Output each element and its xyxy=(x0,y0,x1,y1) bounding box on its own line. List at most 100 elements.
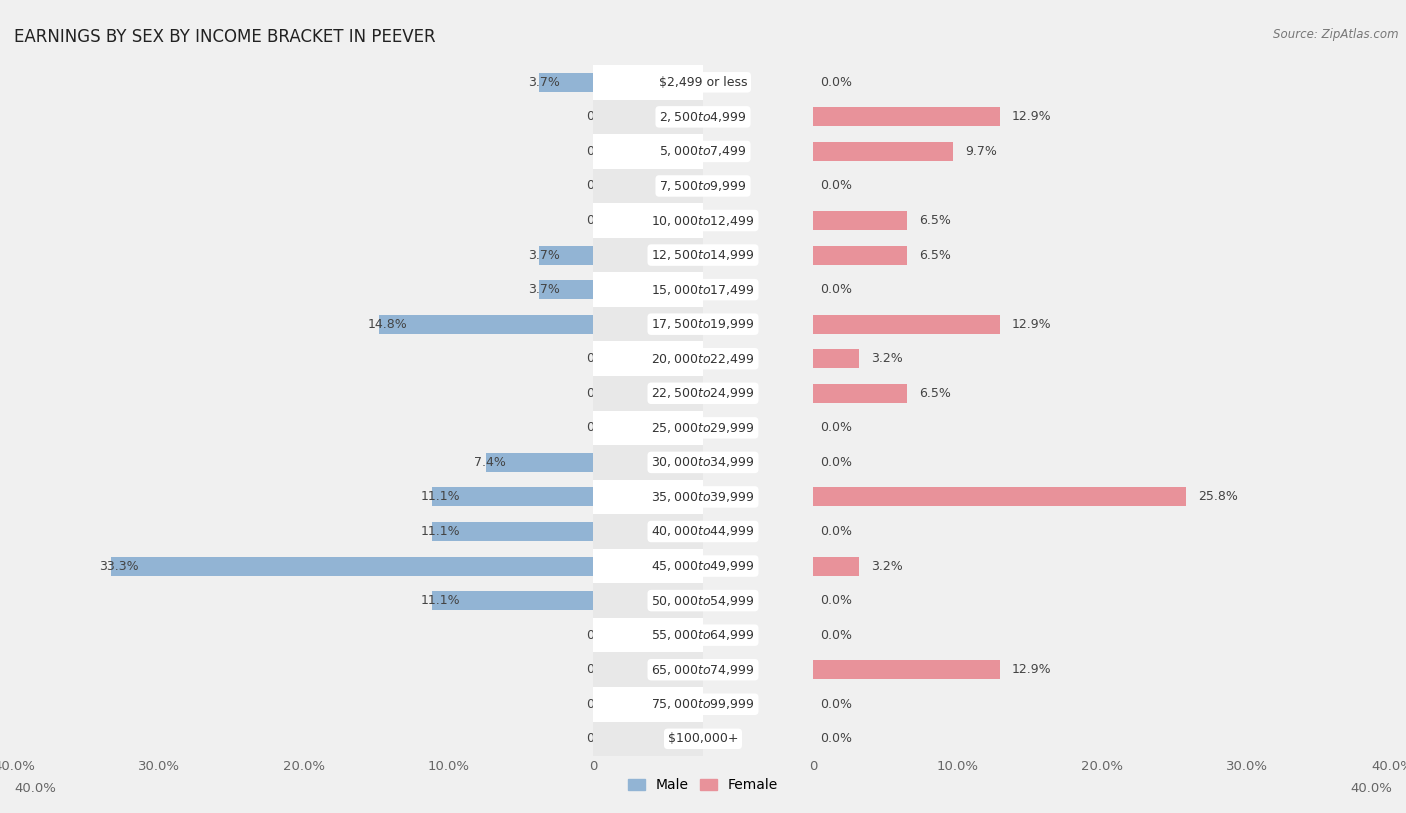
Text: 0.0%: 0.0% xyxy=(586,214,617,227)
Text: 9.7%: 9.7% xyxy=(965,145,997,158)
Text: 11.1%: 11.1% xyxy=(420,525,460,538)
Text: $20,000 to $22,499: $20,000 to $22,499 xyxy=(651,352,755,366)
Text: 33.3%: 33.3% xyxy=(100,559,139,572)
Text: 0.0%: 0.0% xyxy=(586,352,617,365)
Text: 0.0%: 0.0% xyxy=(586,663,617,676)
Text: 7.4%: 7.4% xyxy=(474,456,506,469)
Bar xyxy=(0,722,813,756)
Text: 6.5%: 6.5% xyxy=(918,249,950,262)
Bar xyxy=(593,687,1406,722)
Bar xyxy=(0,272,813,307)
Bar xyxy=(0,722,703,756)
Text: $22,500 to $24,999: $22,500 to $24,999 xyxy=(651,386,755,400)
Bar xyxy=(593,237,1406,272)
Bar xyxy=(813,246,907,264)
Text: $5,000 to $7,499: $5,000 to $7,499 xyxy=(659,145,747,159)
Text: 12.9%: 12.9% xyxy=(1011,111,1050,124)
Bar xyxy=(0,307,813,341)
Text: 0.0%: 0.0% xyxy=(820,628,852,641)
Text: 0.0%: 0.0% xyxy=(820,733,852,746)
Bar xyxy=(0,203,703,237)
Bar xyxy=(593,168,1406,203)
Text: 3.7%: 3.7% xyxy=(527,76,560,89)
Bar xyxy=(378,315,593,333)
Text: 0.0%: 0.0% xyxy=(820,456,852,469)
Legend: Male, Female: Male, Female xyxy=(623,773,783,798)
Bar xyxy=(0,411,813,445)
Text: $2,500 to $4,999: $2,500 to $4,999 xyxy=(659,110,747,124)
Text: $55,000 to $64,999: $55,000 to $64,999 xyxy=(651,628,755,642)
Bar xyxy=(0,514,813,549)
Text: 0.0%: 0.0% xyxy=(820,180,852,193)
Bar xyxy=(0,376,703,411)
Text: $100,000+: $100,000+ xyxy=(668,733,738,746)
Text: 11.1%: 11.1% xyxy=(420,594,460,607)
Bar xyxy=(0,480,703,514)
Bar xyxy=(0,549,703,583)
Bar xyxy=(813,350,859,368)
Bar xyxy=(813,488,1187,506)
Bar xyxy=(0,237,703,272)
Bar xyxy=(593,307,1406,341)
Bar xyxy=(593,514,1406,549)
Bar xyxy=(813,384,907,402)
Bar xyxy=(0,549,813,583)
Bar xyxy=(0,203,813,237)
Text: 25.8%: 25.8% xyxy=(1198,490,1237,503)
Bar xyxy=(0,99,703,134)
Text: $40,000 to $44,999: $40,000 to $44,999 xyxy=(651,524,755,538)
Bar xyxy=(0,411,703,445)
Bar xyxy=(593,652,1406,687)
Text: 0.0%: 0.0% xyxy=(586,628,617,641)
Bar xyxy=(540,73,593,92)
Bar xyxy=(0,687,813,722)
Bar xyxy=(593,272,1406,307)
Bar xyxy=(0,134,813,168)
Text: $45,000 to $49,999: $45,000 to $49,999 xyxy=(651,559,755,573)
Text: 0.0%: 0.0% xyxy=(586,180,617,193)
Bar xyxy=(593,411,1406,445)
Text: 6.5%: 6.5% xyxy=(918,387,950,400)
Bar xyxy=(0,652,703,687)
Text: Source: ZipAtlas.com: Source: ZipAtlas.com xyxy=(1274,28,1399,41)
Bar xyxy=(593,549,1406,583)
Text: 12.9%: 12.9% xyxy=(1011,663,1050,676)
Text: 3.2%: 3.2% xyxy=(870,559,903,572)
Bar xyxy=(0,341,703,376)
Text: $50,000 to $54,999: $50,000 to $54,999 xyxy=(651,593,755,607)
Text: 3.2%: 3.2% xyxy=(870,352,903,365)
Bar xyxy=(0,445,703,480)
Bar xyxy=(540,280,593,299)
Text: $2,499 or less: $2,499 or less xyxy=(659,76,747,89)
Bar xyxy=(593,445,1406,480)
Text: $65,000 to $74,999: $65,000 to $74,999 xyxy=(651,663,755,676)
Bar xyxy=(433,522,593,541)
Text: 14.8%: 14.8% xyxy=(367,318,406,331)
Text: 40.0%: 40.0% xyxy=(14,782,56,795)
Bar xyxy=(813,107,1000,126)
Bar xyxy=(0,65,813,99)
Bar xyxy=(593,203,1406,237)
Bar xyxy=(0,583,703,618)
Bar xyxy=(0,237,813,272)
Bar xyxy=(0,65,703,99)
Text: 0.0%: 0.0% xyxy=(820,283,852,296)
Text: 40.0%: 40.0% xyxy=(1350,782,1392,795)
Text: 0.0%: 0.0% xyxy=(820,76,852,89)
Bar xyxy=(0,687,703,722)
Text: 0.0%: 0.0% xyxy=(586,111,617,124)
Bar xyxy=(0,168,703,203)
Text: 3.7%: 3.7% xyxy=(527,249,560,262)
Bar xyxy=(0,168,813,203)
Bar xyxy=(0,652,813,687)
Bar xyxy=(0,134,703,168)
Bar xyxy=(593,480,1406,514)
Text: $30,000 to $34,999: $30,000 to $34,999 xyxy=(651,455,755,469)
Bar xyxy=(0,307,703,341)
Text: 12.9%: 12.9% xyxy=(1011,318,1050,331)
Bar xyxy=(813,142,953,161)
Bar xyxy=(0,618,703,652)
Text: 0.0%: 0.0% xyxy=(586,421,617,434)
Text: $25,000 to $29,999: $25,000 to $29,999 xyxy=(651,421,755,435)
Bar xyxy=(0,480,813,514)
